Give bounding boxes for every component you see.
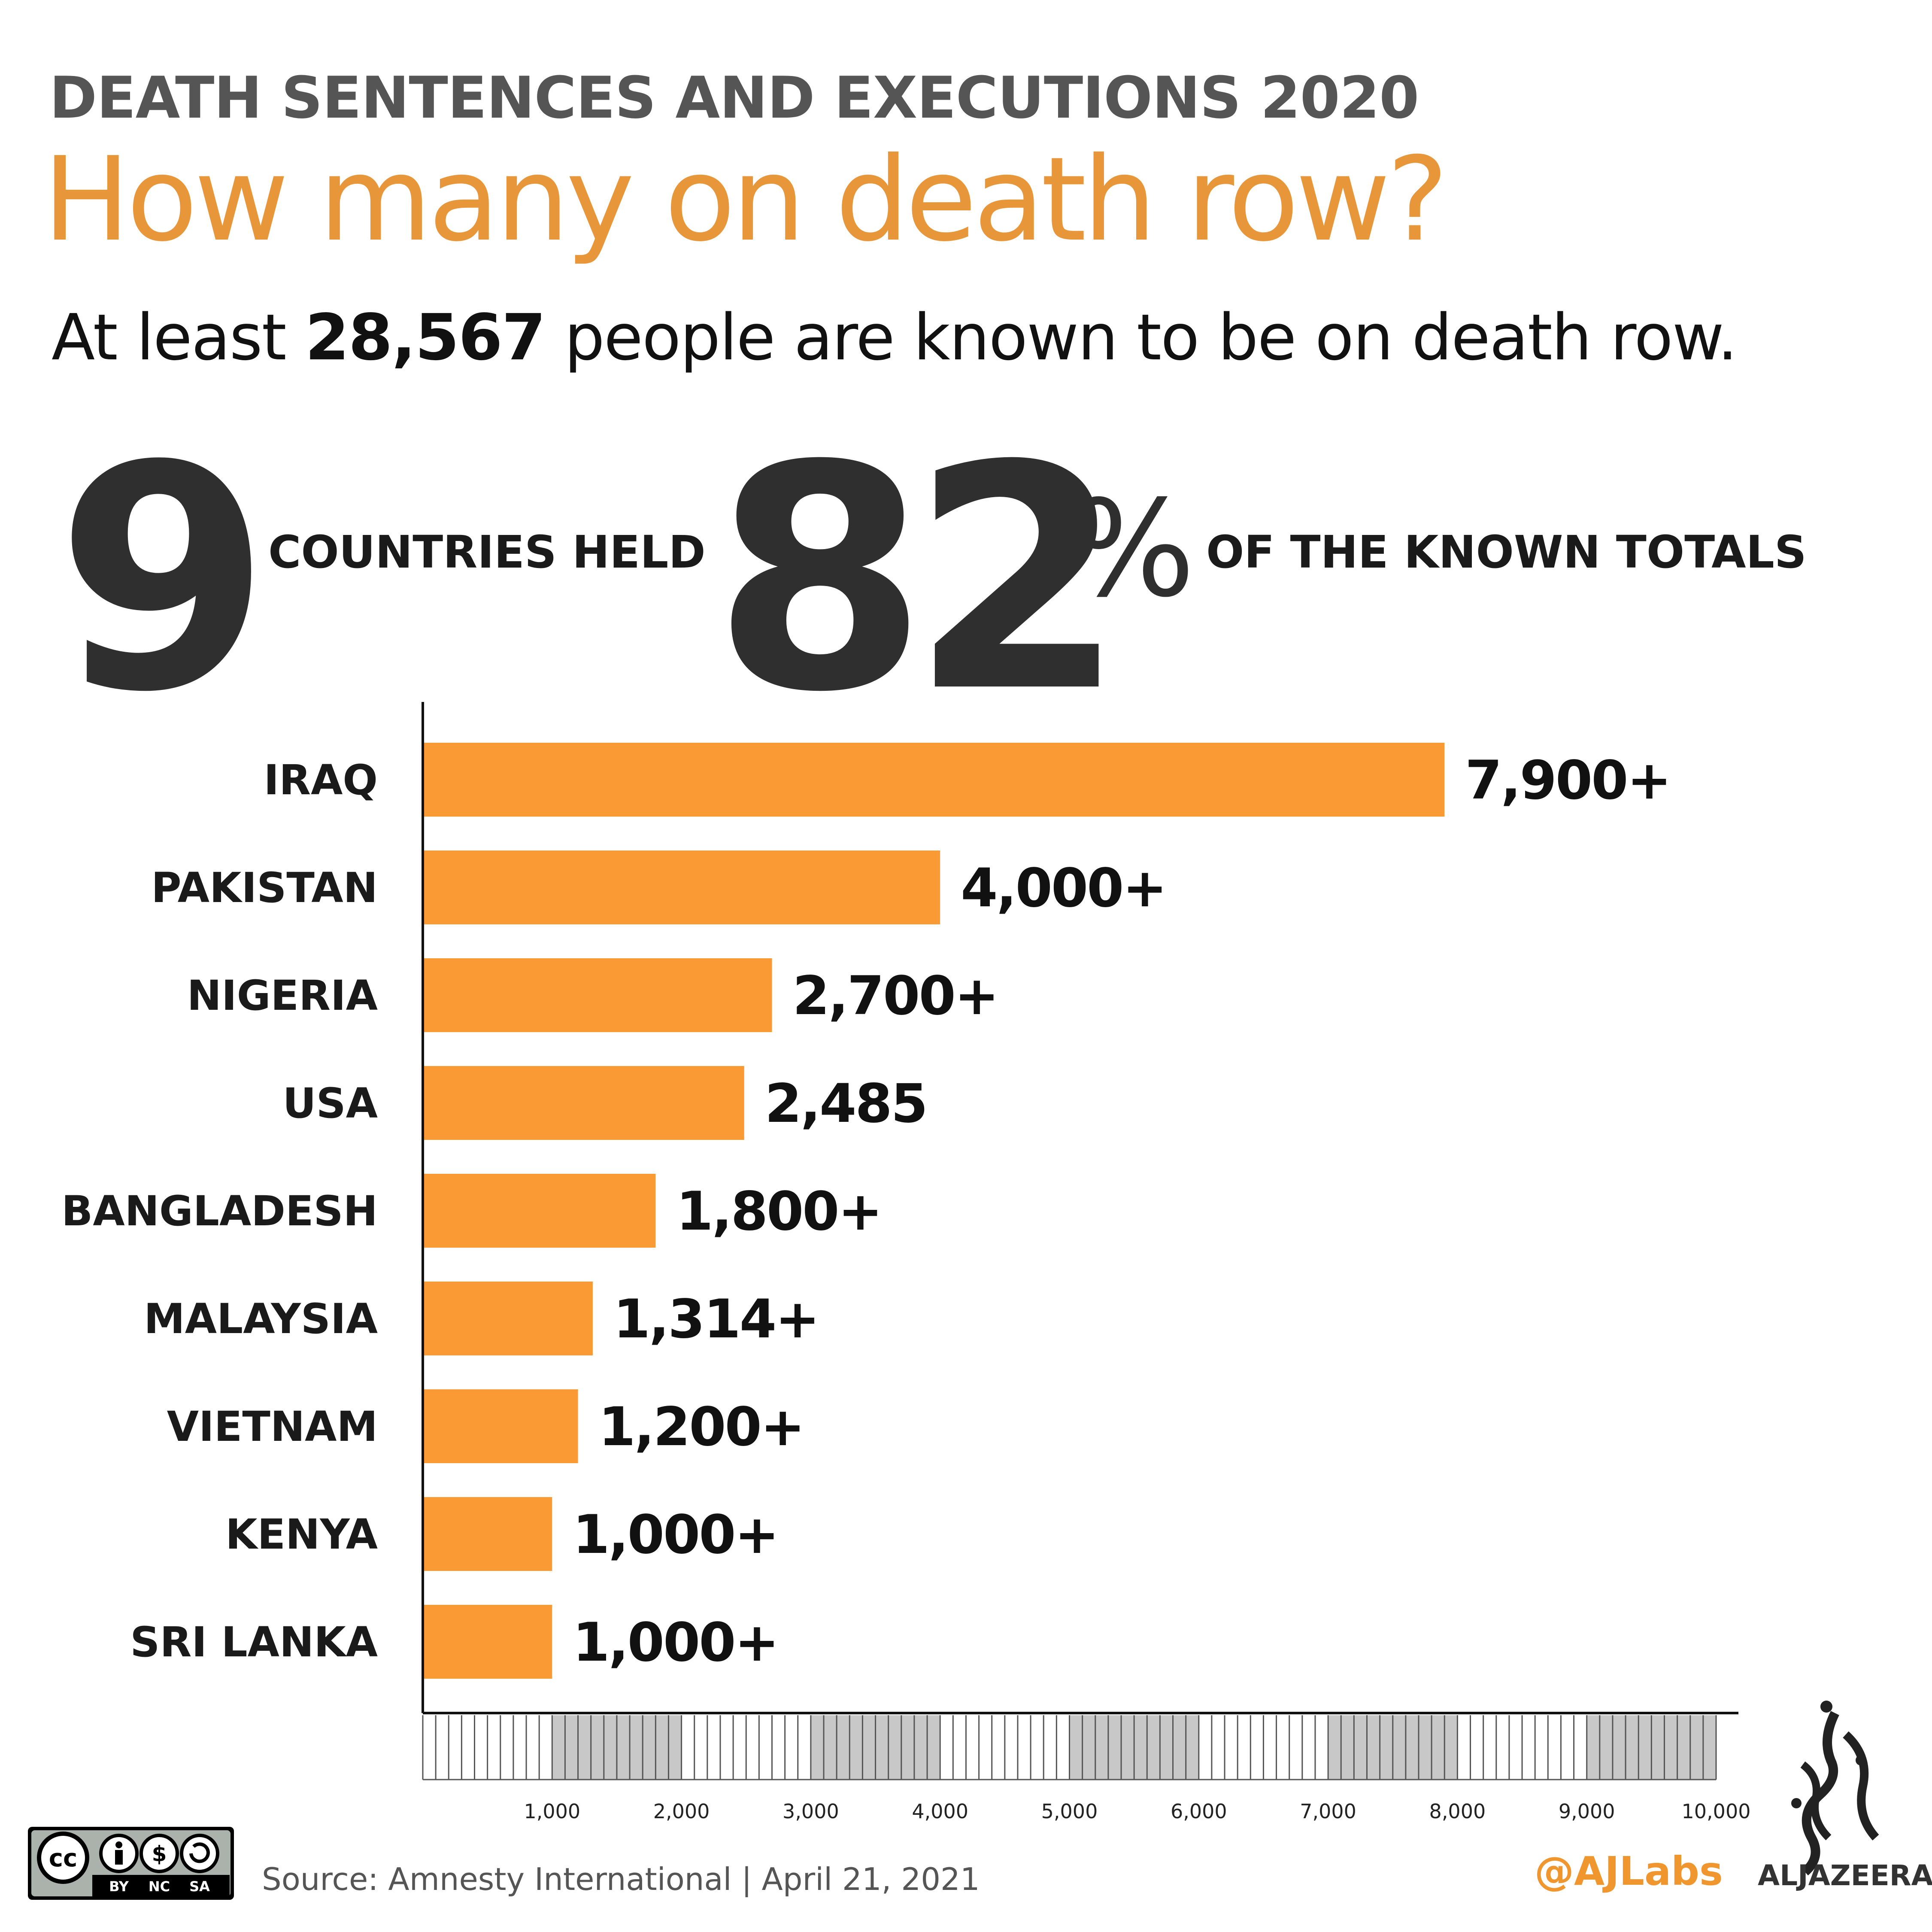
sa-icon: [180, 1834, 219, 1873]
percent-value: 82: [713, 400, 1125, 759]
x-tick-label: 6,000: [1171, 1800, 1227, 1823]
source-note: Source: Amnesty International | April 21…: [262, 1861, 980, 1897]
brand-wordmark: ALJAZEERA: [1758, 1859, 1932, 1892]
cc-license-badge: cc $ BY NC SA: [28, 1827, 234, 1900]
bar-usa: [423, 1066, 744, 1140]
x-tick-label: 3,000: [783, 1800, 839, 1823]
value-label: 1,314+: [613, 1288, 819, 1350]
bar-kenya: [423, 1497, 552, 1571]
countries-text: COUNTRIES HELD: [268, 526, 706, 578]
value-label: 1,200+: [599, 1396, 804, 1458]
x-tick-label: 2,000: [653, 1800, 710, 1823]
subhead-post: people are known to be on death row.: [545, 301, 1738, 374]
chart-headline: How many on death row?: [43, 132, 1448, 267]
ajlabs-handle: @AJLabs: [1535, 1848, 1723, 1894]
chart-kicker: DEATH SENTENCES AND EXECUTIONS 2020: [49, 64, 1419, 131]
aljazeera-logo: [1791, 1701, 1879, 1876]
x-tick-label: 5,000: [1041, 1800, 1098, 1823]
category-label: PAKISTAN: [151, 864, 378, 912]
value-label: 1,000+: [573, 1504, 778, 1566]
ticks-layer: 1,000 2,000 3,000 4,000 5,000 6,000 7,000 8,000…: [524, 1800, 1750, 1823]
bar-nigeria: [423, 958, 772, 1032]
chart-subhead: At least 28,567 people are known to be o…: [52, 301, 1738, 374]
category-label: IRAQ: [264, 756, 378, 804]
cc-icon: [37, 1832, 89, 1884]
license-nc: NC: [149, 1878, 170, 1895]
percent-text: OF THE KNOWN TOTALS: [1206, 526, 1807, 578]
category-label: KENYA: [225, 1510, 378, 1558]
license-sa: SA: [189, 1878, 210, 1895]
category-label: NIGERIA: [187, 972, 378, 1020]
bar-malaysia: [423, 1282, 593, 1355]
category-label: SRI LANKA: [130, 1618, 378, 1666]
x-tick-label: 1,000: [524, 1800, 580, 1823]
x-tick-label: 8,000: [1429, 1800, 1486, 1823]
value-label: 1,800+: [676, 1181, 881, 1242]
subhead-total: 28,567: [305, 301, 546, 374]
x-tick-label: 10,000: [1682, 1800, 1751, 1823]
category-label: MALAYSIA: [144, 1295, 378, 1343]
bar-vietnam: [423, 1389, 578, 1463]
value-label: 2,700+: [793, 965, 998, 1027]
svg-text:cc: cc: [49, 1844, 77, 1872]
x-tick-label: 7,000: [1300, 1800, 1356, 1823]
value-label: 4,000+: [961, 857, 1166, 919]
bar-pakistan: [423, 851, 940, 924]
percent-sign: %: [1069, 472, 1195, 627]
value-label: 7,900+: [1465, 750, 1670, 811]
svg-text:$: $: [152, 1841, 167, 1866]
category-label: USA: [283, 1079, 378, 1127]
value-label: 2,485: [765, 1073, 927, 1135]
x-tick-label: 4,000: [912, 1800, 968, 1823]
category-label: BANGLADESH: [61, 1187, 378, 1235]
bar-bangladesh: [423, 1174, 656, 1248]
bars-layer: IRAQ 7,900+ PAKISTAN 4,000+ NIGERIA 2,700+ USA…: [61, 743, 1671, 1679]
value-label: 1,000+: [573, 1612, 778, 1674]
license-by: BY: [109, 1878, 129, 1895]
countries-count: 9: [56, 400, 271, 759]
category-label: VIETNAM: [167, 1403, 378, 1451]
axis-layer: [422, 702, 1738, 1780]
bar-sri-lanka: [423, 1605, 552, 1679]
x-tick-label: 9,000: [1559, 1800, 1615, 1823]
bar-iraq: [423, 743, 1445, 817]
subhead-pre: At least: [52, 301, 305, 374]
nc-icon: [140, 1834, 179, 1873]
